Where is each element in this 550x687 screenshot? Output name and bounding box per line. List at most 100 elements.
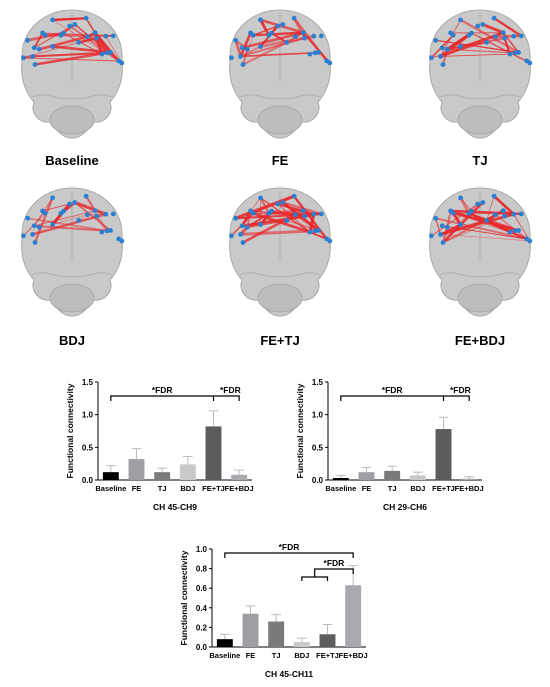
x-tick-label: FE+TJ: [202, 484, 225, 493]
channel-node: [248, 208, 253, 214]
x-tick-label: FE+TJ: [316, 651, 339, 660]
brain-fe: [210, 2, 350, 142]
connection-line: [513, 213, 531, 242]
channel-node: [99, 229, 105, 235]
channel-node: [293, 34, 298, 40]
x-tick-label: FE: [246, 651, 256, 660]
cerebellum: [49, 283, 95, 313]
brain-baseline: [2, 2, 142, 142]
channel-node: [103, 211, 109, 217]
channel-node: [448, 208, 453, 214]
bar: [216, 639, 233, 647]
channel-node: [316, 50, 321, 55]
connection-line: [493, 17, 522, 37]
connection-line: [241, 31, 304, 50]
x-tick-label: Baseline: [325, 484, 356, 493]
bar: [179, 464, 196, 480]
bar: [461, 478, 478, 480]
connection-line: [45, 34, 114, 37]
channel-node: [293, 212, 298, 218]
channel-node: [94, 35, 99, 41]
y-axis-label: Functional connectivity: [65, 383, 75, 478]
channel-node: [83, 15, 89, 21]
channel-node: [518, 33, 524, 39]
channel-node: [527, 60, 533, 66]
bar: [384, 470, 401, 480]
connection-line: [33, 197, 54, 243]
brain-fold: [239, 272, 321, 278]
connection-line: [447, 37, 505, 51]
bar-chart-ch45-ch11: 0.0 0.2 0.4 0.6 0.8 1.0 Functional connectivit…: [166, 535, 376, 685]
channel-node: [439, 223, 445, 229]
condition-label-fe: FE: [271, 153, 289, 168]
y-tick-label: 0.5: [312, 443, 324, 452]
x-tick-label: TJ: [272, 651, 281, 660]
channel-node: [440, 62, 446, 67]
channel-node: [85, 212, 90, 218]
connection-line: [440, 234, 530, 242]
brain-fold: [31, 272, 113, 278]
channel-node: [30, 54, 35, 59]
channel-node: [99, 51, 105, 57]
channel-node: [61, 30, 66, 36]
connection-line: [234, 39, 242, 57]
bar: [435, 429, 452, 480]
channel-node: [92, 208, 98, 214]
significance-bracket: [213, 395, 240, 401]
connection-line: [240, 229, 316, 236]
bar: [345, 585, 362, 647]
channel-node: [302, 35, 307, 41]
condition-label-baseline: Baseline: [45, 153, 99, 168]
channel-node: [119, 60, 125, 66]
brain-network-plot: [429, 187, 533, 317]
significance-label: *FDR: [450, 385, 471, 395]
bar: [358, 472, 375, 480]
channel-node: [440, 240, 446, 245]
bar: [102, 472, 119, 480]
channel-node: [475, 23, 481, 29]
channel-node: [327, 238, 333, 244]
channel-node: [40, 208, 45, 214]
channel-node: [258, 195, 263, 201]
channel-node: [307, 229, 313, 235]
x-tick-label: TJ: [388, 484, 397, 493]
significance-bracket: [340, 395, 445, 401]
connection-line: [295, 212, 322, 216]
channel-node: [507, 51, 513, 57]
channel-node: [61, 208, 66, 214]
channel-node: [311, 33, 317, 39]
channel-node: [76, 40, 82, 45]
cerebellum: [457, 105, 503, 135]
significance-bracket: [443, 395, 470, 401]
channel-node: [500, 30, 506, 36]
brain-network-plot: [229, 187, 333, 317]
brain-bdj: [2, 180, 142, 320]
channel-node: [500, 208, 506, 214]
connection-line: [253, 31, 304, 37]
bar: [319, 634, 336, 647]
connection-line: [34, 51, 108, 66]
channel-node: [491, 193, 497, 199]
significance-label: *FDR: [220, 385, 241, 395]
channel-node: [238, 54, 243, 59]
x-axis-label: CH 45-CH11: [265, 669, 313, 679]
channel-node: [429, 233, 434, 239]
channel-node: [72, 200, 78, 205]
channel-node: [493, 212, 498, 218]
y-tick-label: 0.5: [82, 443, 94, 452]
channel-node: [475, 201, 481, 207]
cerebellum: [257, 283, 303, 313]
brain-network-plot: [21, 9, 125, 139]
channel-node: [507, 229, 513, 235]
brain-fe-tj: [210, 180, 350, 320]
connection-line: [38, 35, 88, 51]
connection-line: [282, 201, 320, 232]
condition-label-tj: TJ: [472, 153, 488, 168]
connection-line: [235, 194, 295, 220]
y-tick-label: 0.0: [312, 476, 324, 485]
channel-node: [238, 232, 243, 237]
channel-node: [36, 224, 42, 230]
channel-node: [302, 213, 307, 219]
channel-node: [30, 232, 35, 237]
connection-line: [440, 223, 461, 235]
